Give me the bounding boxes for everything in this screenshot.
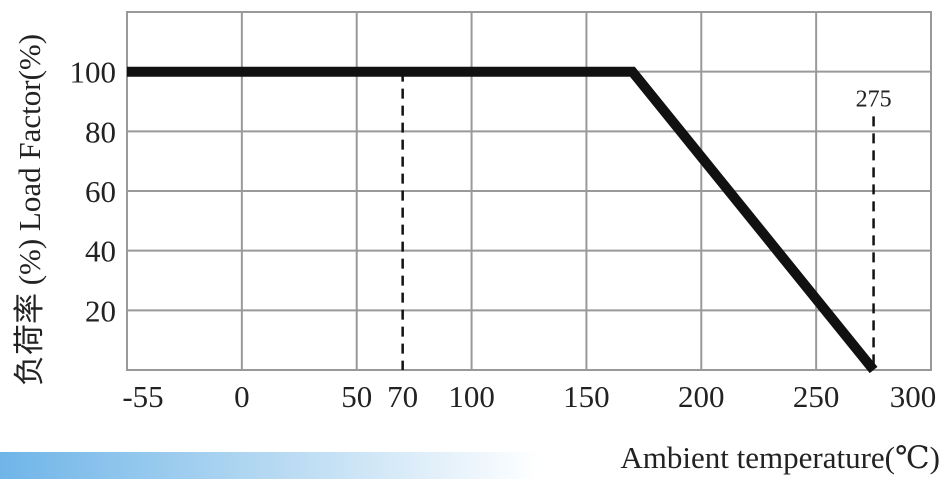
decorative-gradient-bar	[0, 452, 540, 479]
x-tick-labels: -55 0 50 70 100 150 200 250 300	[122, 379, 936, 414]
reference-lines: 275	[401, 71, 892, 370]
y-tick-label: 100	[70, 55, 117, 90]
reference-line-label: 275	[856, 86, 892, 112]
x-tick-label: 100	[448, 379, 495, 414]
x-tick-label: 200	[678, 379, 725, 414]
x-tick-label: 50	[341, 379, 372, 414]
series-layer	[127, 66, 878, 374]
y-tick-label: 80	[85, 114, 116, 149]
y-tick-label: 40	[85, 234, 116, 269]
series-line	[127, 66, 878, 374]
x-axis-title: Ambient temperature(℃)	[620, 440, 940, 475]
x-tick-label: 300	[890, 379, 937, 414]
y-tick-label: 20	[85, 293, 116, 328]
x-tick-label: 0	[234, 379, 250, 414]
x-tick-label: -55	[122, 379, 163, 414]
y-tick-labels: 20 40 60 80 100	[70, 55, 117, 329]
x-tick-label: 150	[563, 379, 610, 414]
y-tick-label: 60	[85, 174, 116, 209]
grid	[126, 11, 932, 371]
x-tick-label: 70	[387, 379, 418, 414]
y-axis-title: 负荷率 (%) Load Factor(%)	[12, 34, 47, 386]
x-tick-label: 250	[793, 379, 840, 414]
